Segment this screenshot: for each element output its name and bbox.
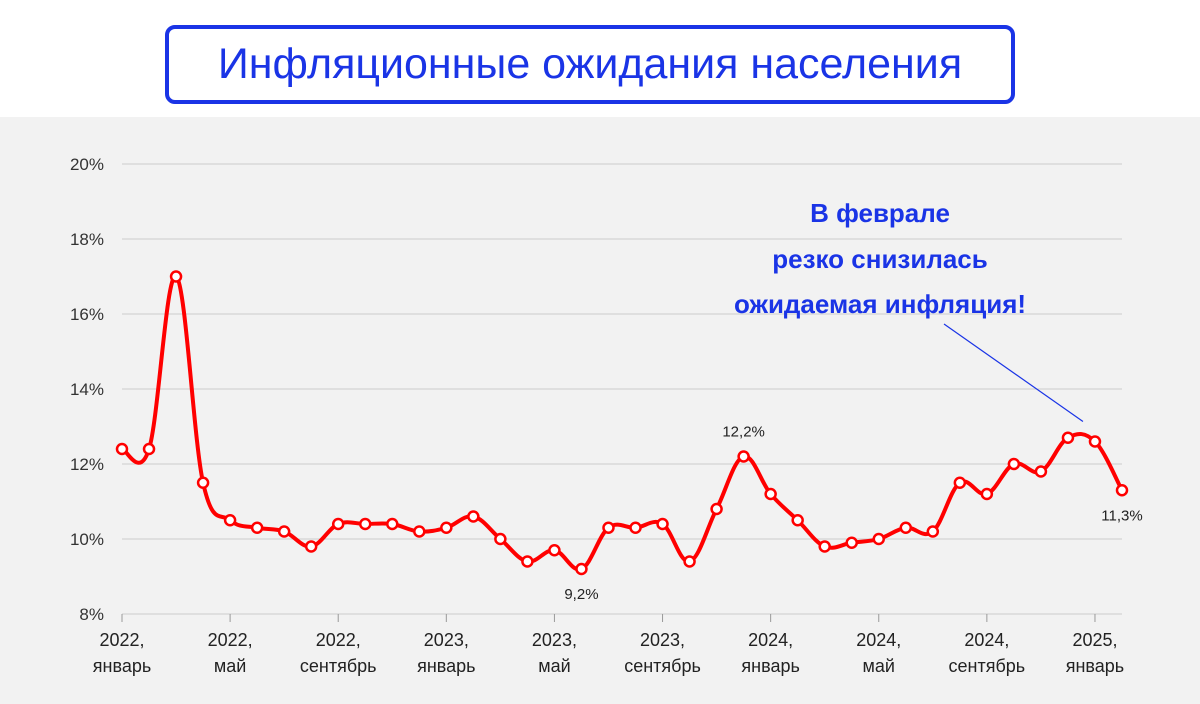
data-point bbox=[899, 521, 913, 534]
series-line bbox=[120, 274, 1124, 572]
x-tick-label-year: 2023, bbox=[532, 630, 577, 650]
x-tick-label-month: май bbox=[214, 656, 246, 676]
x-tick-label-month: январь bbox=[417, 656, 475, 676]
data-label: 9,2% bbox=[564, 586, 598, 603]
grid-lines bbox=[122, 163, 1122, 615]
data-point bbox=[115, 442, 129, 456]
data-point bbox=[629, 521, 642, 534]
y-tick-label: 8% bbox=[79, 605, 104, 624]
data-point bbox=[196, 476, 210, 489]
x-tick-label-year: 2022, bbox=[208, 630, 253, 650]
plot-panel bbox=[0, 117, 1200, 704]
x-tick-label-month: сентябрь bbox=[624, 656, 701, 676]
x-tick-label-year: 2023, bbox=[640, 630, 685, 650]
data-point bbox=[1088, 435, 1102, 448]
x-tick-label-month: сентябрь bbox=[300, 656, 377, 676]
data-point bbox=[818, 540, 831, 553]
data-point bbox=[494, 532, 507, 546]
data-point bbox=[764, 487, 777, 501]
data-point bbox=[521, 555, 534, 568]
y-tick-label: 20% bbox=[70, 155, 104, 174]
y-tick-label: 16% bbox=[70, 305, 104, 324]
data-point bbox=[602, 521, 615, 534]
x-tick-label-month: январь bbox=[741, 656, 799, 676]
x-tick-label-month: январь bbox=[93, 656, 151, 676]
data-point bbox=[845, 536, 858, 549]
data-point bbox=[710, 502, 723, 516]
x-axis-ticks: 2022, январь 2022, май 2022, сентябрь 2023, янв… bbox=[93, 614, 1124, 676]
data-point bbox=[467, 510, 480, 523]
annotation-text: ожидаемая инфляция! bbox=[734, 289, 1026, 319]
annotation: В феврале резко снизилась ожидаемая инфляц… bbox=[734, 198, 1084, 422]
y-tick-label: 12% bbox=[70, 455, 104, 474]
annotation-text: резко снизилась bbox=[772, 244, 988, 274]
data-point bbox=[683, 555, 696, 568]
data-label: 12,2% bbox=[722, 424, 765, 441]
data-point bbox=[575, 562, 588, 576]
data-point bbox=[1007, 457, 1021, 471]
data-point bbox=[142, 442, 156, 456]
y-tick-label: 18% bbox=[70, 230, 104, 249]
data-point bbox=[223, 514, 237, 527]
x-tick-label-year: 2025, bbox=[1072, 630, 1117, 650]
annotation-pointer bbox=[943, 323, 1084, 422]
data-point bbox=[791, 514, 804, 527]
x-tick-label-month: май bbox=[538, 656, 570, 676]
data-point bbox=[1034, 465, 1048, 478]
x-tick-label-year: 2023, bbox=[424, 630, 469, 650]
data-labels: 9,2% 12,2% 11,3% bbox=[564, 424, 1142, 604]
data-point bbox=[872, 532, 886, 546]
data-label: 11,3% bbox=[1101, 507, 1142, 524]
data-point bbox=[1115, 484, 1129, 497]
data-point bbox=[358, 517, 372, 531]
y-tick-label: 14% bbox=[70, 380, 104, 399]
data-points bbox=[115, 270, 1129, 576]
data-point bbox=[737, 450, 750, 463]
y-tick-label: 10% bbox=[70, 530, 104, 549]
data-point bbox=[413, 525, 426, 538]
data-point bbox=[656, 517, 669, 531]
x-tick-label-month: январь bbox=[1066, 656, 1124, 676]
data-point bbox=[277, 525, 291, 538]
page-title: Инфляционные ожидания населения bbox=[165, 25, 1015, 104]
annotation-text: В феврале bbox=[810, 198, 950, 228]
y-axis-ticks: 8% 10% 12% 14% 16% 18% 20% bbox=[70, 155, 104, 624]
x-tick-label-year: 2022, bbox=[99, 630, 144, 650]
x-tick-label-year: 2024, bbox=[748, 630, 793, 650]
data-point bbox=[250, 521, 264, 534]
data-point bbox=[386, 517, 399, 531]
data-point bbox=[1061, 431, 1075, 444]
x-tick-label-year: 2024, bbox=[964, 630, 1009, 650]
data-point bbox=[440, 521, 453, 534]
data-point bbox=[926, 525, 940, 538]
x-tick-label-month: сентябрь bbox=[949, 656, 1026, 676]
x-tick-label-year: 2024, bbox=[856, 630, 901, 650]
data-point bbox=[980, 487, 994, 501]
data-point bbox=[548, 544, 561, 557]
data-point bbox=[304, 540, 318, 553]
data-point bbox=[169, 270, 183, 283]
data-point bbox=[331, 517, 345, 531]
data-point bbox=[953, 476, 967, 489]
x-tick-label-month: май bbox=[863, 656, 895, 676]
x-tick-label-year: 2022, bbox=[316, 630, 361, 650]
